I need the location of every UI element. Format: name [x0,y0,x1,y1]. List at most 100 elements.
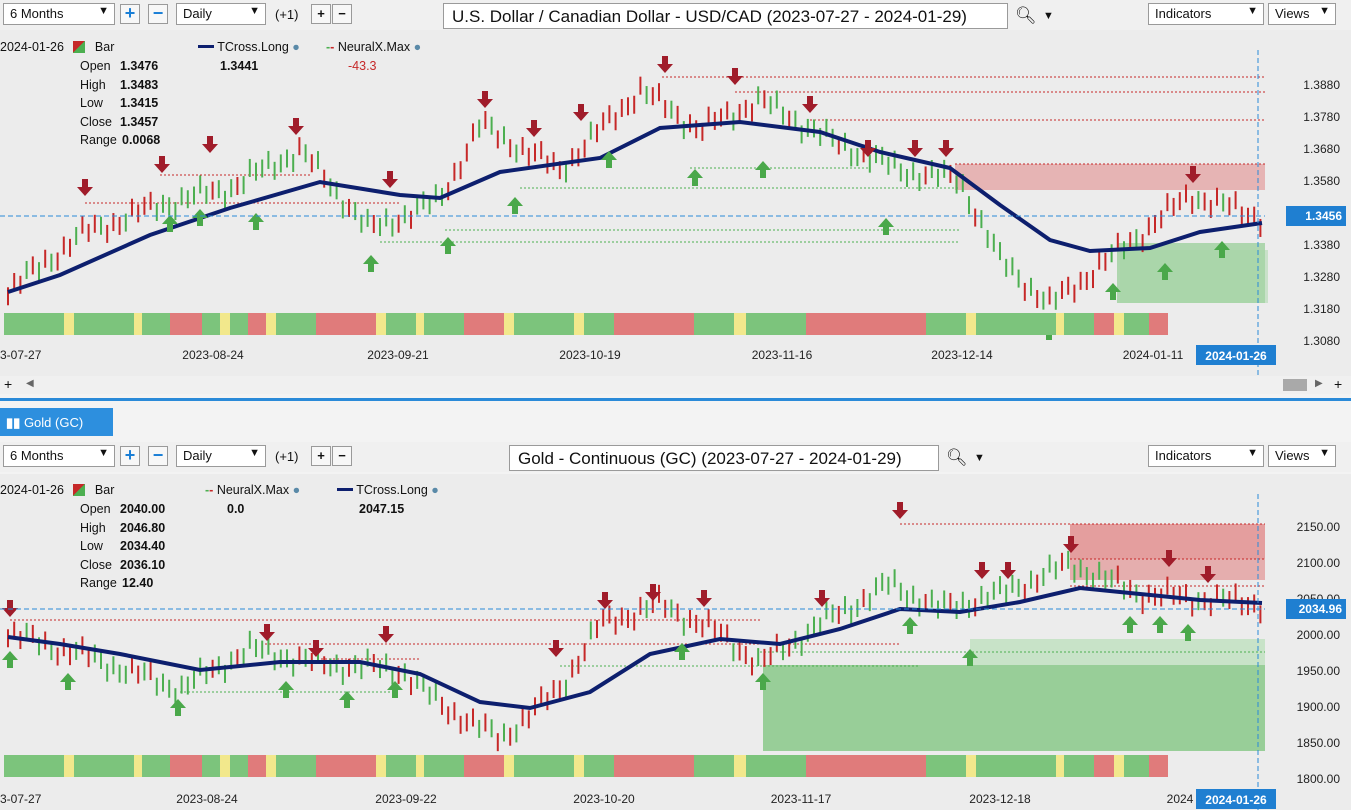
chevron-down-icon[interactable]: ▼ [974,452,985,464]
symbol-title[interactable]: U.S. Dollar / Canadian Dollar - USD/CAD … [443,3,1008,29]
sell-arrow-icon [860,140,876,157]
indicators-button[interactable]: Indicators ▼ [1148,445,1264,467]
pane-divider[interactable] [0,398,1351,401]
views-button[interactable]: Views ▼ [1268,3,1336,25]
sell-arrow-icon [202,136,218,153]
signal-band-segment [64,755,74,777]
signal-band-segment [1149,313,1168,335]
sell-arrow-icon [938,140,954,157]
sell-arrow-icon [814,590,830,607]
add-bar-button[interactable]: + [311,4,331,24]
signal-band-segment [1056,313,1064,335]
dot-icon: ● [431,483,439,497]
signal-band-segment [806,755,926,777]
chevron-down-icon: ▼ [98,447,109,459]
signal-band-segment [134,313,142,335]
signal-band-segment [276,755,316,777]
low-value: 2034.40 [120,539,166,553]
signal-band-segment [230,313,248,335]
bar-chart-icon: ▮▮ [6,415,21,430]
signal-band-segment [734,755,746,777]
y-tick-label: 1850.00 [1297,736,1341,750]
price-label: 2034.96 [1299,602,1343,616]
x-tick-label: 2024-01-11 [1123,348,1184,362]
interval-select[interactable]: Daily ▼ [176,445,266,467]
remove-bar-button[interactable]: − [332,4,352,24]
buy-arrow-icon [1105,283,1121,300]
signal-band-segment [806,313,926,335]
sell-arrow-icon [1200,566,1216,583]
close-label: Close [80,557,112,572]
sell-arrow-icon [657,56,673,73]
interval-select[interactable]: Daily ▼ [176,3,266,25]
plus-icon[interactable]: + [1334,376,1343,392]
sell-arrow-icon [974,562,990,579]
zone-box [763,665,1265,751]
sell-arrow-icon [288,118,304,135]
buy-arrow-icon [507,197,523,214]
usdcad-chart[interactable]: 1.38801.37801.36801.35801.34801.33801.32… [0,30,1351,376]
remove-bar-button[interactable]: − [332,446,352,466]
buy-arrow-icon [248,213,264,230]
signal-band-segment [504,313,514,335]
period-select[interactable]: 6 Months ▼ [3,3,115,25]
tcross-name: TCross.Long [356,483,428,497]
chevron-down-icon: ▼ [1319,5,1330,17]
signal-band-segment [614,755,694,777]
buy-arrow-icon [1152,616,1168,633]
add-bar-button[interactable]: + [311,446,331,466]
y-tick-label: 1.3080 [1303,334,1340,348]
chevron-down-icon[interactable]: ▼ [1043,10,1054,22]
buy-arrow-icon [162,215,178,232]
symbol-title[interactable]: Gold - Continuous (GC) (2023-07-27 - 202… [509,445,939,471]
zoom-out-button[interactable]: − [148,446,168,466]
scroll-left-icon[interactable]: ◀ [26,378,34,389]
signal-band-segment [416,755,424,777]
search-icon[interactable]: 🔍︎ [1015,6,1037,25]
low-value: 1.3415 [120,96,159,110]
signal-band-segment [202,755,220,777]
tab-gold[interactable]: ▮▮ Gold (GC) [0,408,113,436]
gold-chart[interactable]: 2150.002100.002050.002000.001950.001900.… [0,474,1351,810]
open-label: Open [80,59,111,73]
bottom-ohlc-panel: 2024-01-26 Bar [0,481,114,500]
views-label: Views [1275,448,1310,463]
bar-type-label: Bar [94,40,115,54]
sell-arrow-icon [573,104,589,121]
signal-band-segment [170,755,202,777]
sell-arrow-icon [907,140,923,157]
x-tick-label: 2023-10-19 [559,348,621,362]
period-select[interactable]: 6 Months ▼ [3,445,115,467]
buy-arrow-icon [192,209,208,226]
neuralx-legend-icon: -- [205,483,214,497]
search-icon[interactable]: 🔍︎ [946,448,968,467]
buy-arrow-icon [2,651,18,668]
signal-band-segment [134,755,142,777]
low-label: Low [80,96,103,110]
sell-arrow-icon [1000,562,1016,579]
zoom-out-button[interactable]: − [148,4,168,24]
signal-band-segment [1094,313,1114,335]
sell-arrow-icon [548,640,564,657]
signal-band-segment [464,755,504,777]
signal-band-segment [746,755,806,777]
scroll-thumb[interactable] [1283,379,1307,391]
x-tick-label: 2023-08-24 [176,792,238,806]
signal-band-segment [248,755,266,777]
signal-band-segment [142,313,170,335]
plus-icon[interactable]: + [4,376,13,392]
zoom-in-button[interactable]: + [120,4,140,24]
signal-band-segment [966,313,976,335]
top-scrollbar[interactable]: + ◀ ▶ + [0,376,1351,394]
indicators-button[interactable]: Indicators ▼ [1148,3,1264,25]
signal-band-segment [1056,755,1064,777]
scroll-right-icon[interactable]: ▶ [1315,378,1323,389]
offset-label: (+1) [275,449,299,464]
zoom-in-button[interactable]: + [120,446,140,466]
sell-arrow-icon [696,590,712,607]
signal-band-segment [376,313,386,335]
buy-arrow-icon [962,649,978,666]
views-button[interactable]: Views ▼ [1268,445,1336,467]
indicators-label: Indicators [1155,448,1212,463]
current-date-box [1196,345,1276,365]
